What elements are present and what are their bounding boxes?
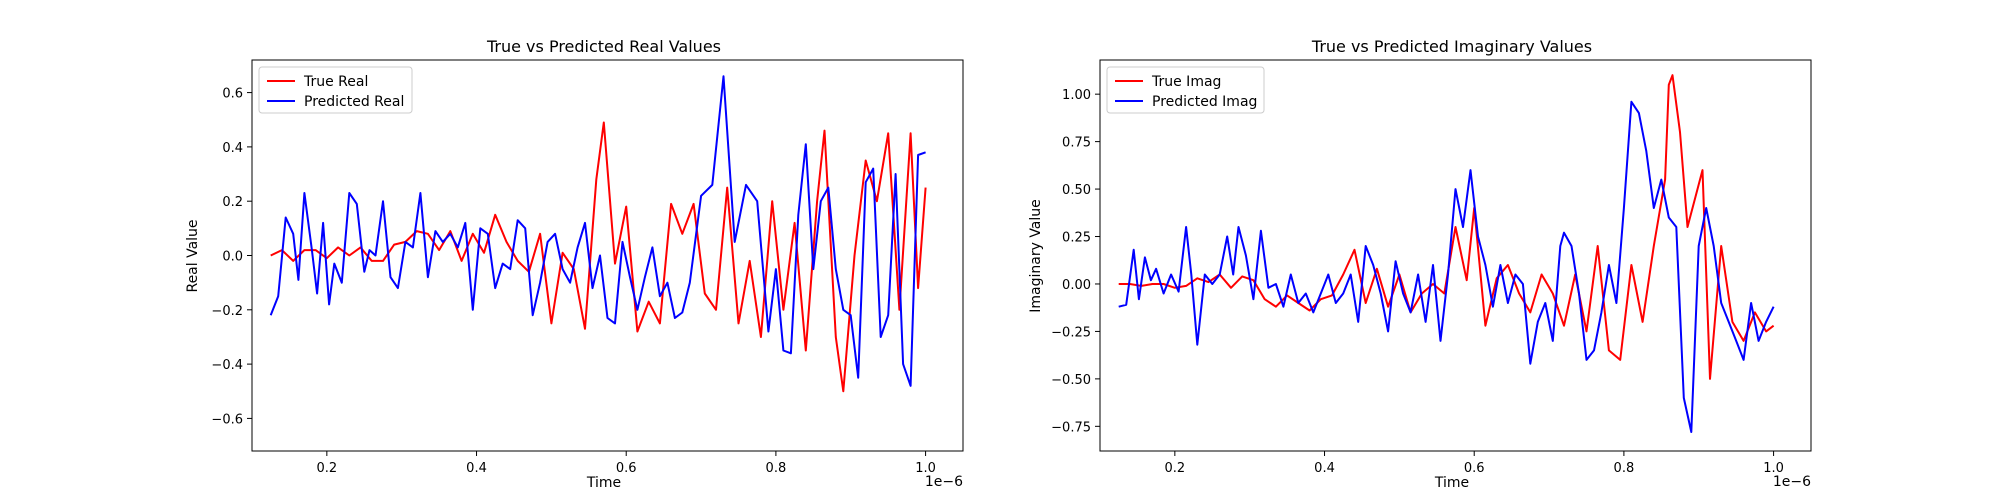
y-tick-label: −0.4: [211, 358, 243, 373]
series-line-true-real: [270, 121, 927, 393]
legend-box: [258, 66, 413, 114]
legend: True Real Predicted Real: [258, 66, 413, 114]
series-line-predicted-imag: [1118, 100, 1775, 433]
y-axis-label: Imaginary Value: [1028, 199, 1044, 313]
x-tick-label: 0.8: [1614, 461, 1635, 476]
x-offset-label: 1e−6: [925, 474, 963, 490]
x-axis-label: Time: [1434, 475, 1469, 491]
plot-frame: [251, 59, 964, 452]
x-tick-label: 0.2: [1164, 461, 1185, 476]
x-tick-label: 0.4: [1314, 461, 1335, 476]
x-tick-label: 1.0: [1763, 461, 1784, 476]
legend-box: [1106, 66, 1265, 114]
y-tick-label: −0.25: [1051, 325, 1091, 340]
x-offset-label: 1e−6: [1773, 474, 1811, 490]
y-tick-label: 0.2: [222, 195, 243, 210]
y-tick-label: −0.75: [1051, 420, 1091, 435]
x-tick-label: 0.8: [766, 461, 787, 476]
y-tick-label: −0.6: [211, 412, 243, 427]
y-tick-label: 0.4: [222, 141, 243, 156]
series-group: [1118, 74, 1775, 433]
chart-real-values: True vs Predicted Real Values 0.2 0.4 0.6 0…: [185, 37, 964, 491]
x-axis-label: Time: [586, 475, 621, 491]
chart-imag-values: True vs Predicted Imaginary Values 0.2 0.…: [1028, 37, 1812, 491]
legend-label: Predicted Real: [304, 94, 404, 110]
x-tick-label: 0.2: [316, 461, 337, 476]
y-axis-label: Real Value: [185, 219, 201, 292]
y-tick-label: 0.6: [222, 87, 243, 102]
chart-title: True vs Predicted Real Values: [486, 37, 721, 56]
y-tick-label: 1.00: [1062, 88, 1091, 103]
x-tick-label: 0.6: [1464, 461, 1485, 476]
legend-label: True Imag: [1151, 74, 1221, 90]
legend-label: True Real: [303, 74, 368, 90]
y-tick-label: 0.25: [1062, 231, 1091, 246]
y-tick-label: 0.50: [1062, 183, 1091, 198]
series-line-predicted-real: [269, 75, 926, 387]
series-line-true-imag: [1118, 74, 1775, 380]
x-tick-label: 0.4: [466, 461, 487, 476]
series-group: [269, 75, 927, 393]
plot-frame: [1099, 59, 1812, 452]
legend-label: Predicted Imag: [1152, 94, 1257, 110]
y-tick-label: 0.00: [1062, 278, 1091, 293]
legend: True Imag Predicted Imag: [1106, 66, 1265, 114]
y-tick-label: 0.75: [1062, 136, 1091, 151]
y-tick-label: −0.2: [211, 304, 243, 319]
y-tick-label: −0.50: [1051, 373, 1091, 388]
x-tick-label: 1.0: [915, 461, 936, 476]
chart-title: True vs Predicted Imaginary Values: [1311, 37, 1592, 56]
y-tick-label: 0.0: [222, 250, 243, 265]
x-tick-label: 0.6: [616, 461, 637, 476]
